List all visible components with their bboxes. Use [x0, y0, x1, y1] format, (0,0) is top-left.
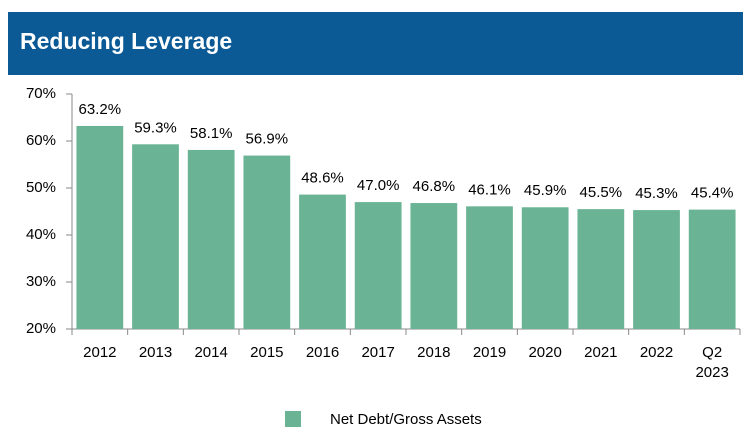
x-tick-label: 2012 [83, 344, 116, 361]
value-label: 63.2% [79, 101, 122, 118]
y-tick-label: 20% [26, 320, 56, 337]
x-tick-label: 2021 [584, 344, 617, 361]
y-tick-label: 50% [26, 179, 56, 196]
x-tick-label: 2017 [361, 344, 394, 361]
value-label: 46.1% [468, 181, 511, 198]
y-tick-label: 30% [26, 273, 56, 290]
bar [187, 149, 235, 329]
value-label: 58.1% [190, 125, 233, 142]
value-label: 45.4% [691, 185, 734, 202]
value-label: 45.3% [635, 185, 678, 202]
bar [410, 203, 458, 329]
bar [688, 209, 736, 329]
value-label: 46.8% [413, 178, 456, 195]
bar [243, 155, 291, 329]
value-label: 48.6% [301, 170, 344, 187]
bar [633, 210, 680, 329]
bar [76, 125, 124, 330]
legend-label: Net Debt/Gross Assets [330, 411, 482, 428]
bar [299, 194, 346, 329]
x-tick-label: 2016 [306, 344, 339, 361]
chart-title: Reducing Leverage [20, 28, 232, 54]
bar [577, 209, 625, 329]
x-tick-label: 2015 [250, 344, 283, 361]
x-tick-label: 2014 [194, 344, 227, 361]
x-tick-label: 2022 [640, 344, 673, 361]
bar [354, 202, 402, 329]
bar [132, 144, 179, 329]
x-tick-label: 2019 [473, 344, 506, 361]
y-tick-label: 70% [26, 85, 56, 102]
y-tick-label: 40% [26, 226, 56, 243]
x-tick-label: 2020 [528, 344, 561, 361]
x-tick-label: 2018 [417, 344, 450, 361]
y-tick-label: 60% [26, 132, 56, 149]
value-label: 59.3% [134, 119, 177, 136]
x-tick-label: 2013 [139, 344, 172, 361]
legend-swatch [285, 411, 301, 427]
x-tick-label: Q2 2023 [695, 344, 728, 381]
value-label: 56.9% [246, 131, 289, 148]
value-label: 45.5% [580, 184, 623, 201]
bar [466, 206, 513, 329]
bar [521, 207, 569, 329]
title-banner [8, 12, 743, 75]
value-label: 47.0% [357, 177, 400, 194]
value-label: 45.9% [524, 182, 567, 199]
